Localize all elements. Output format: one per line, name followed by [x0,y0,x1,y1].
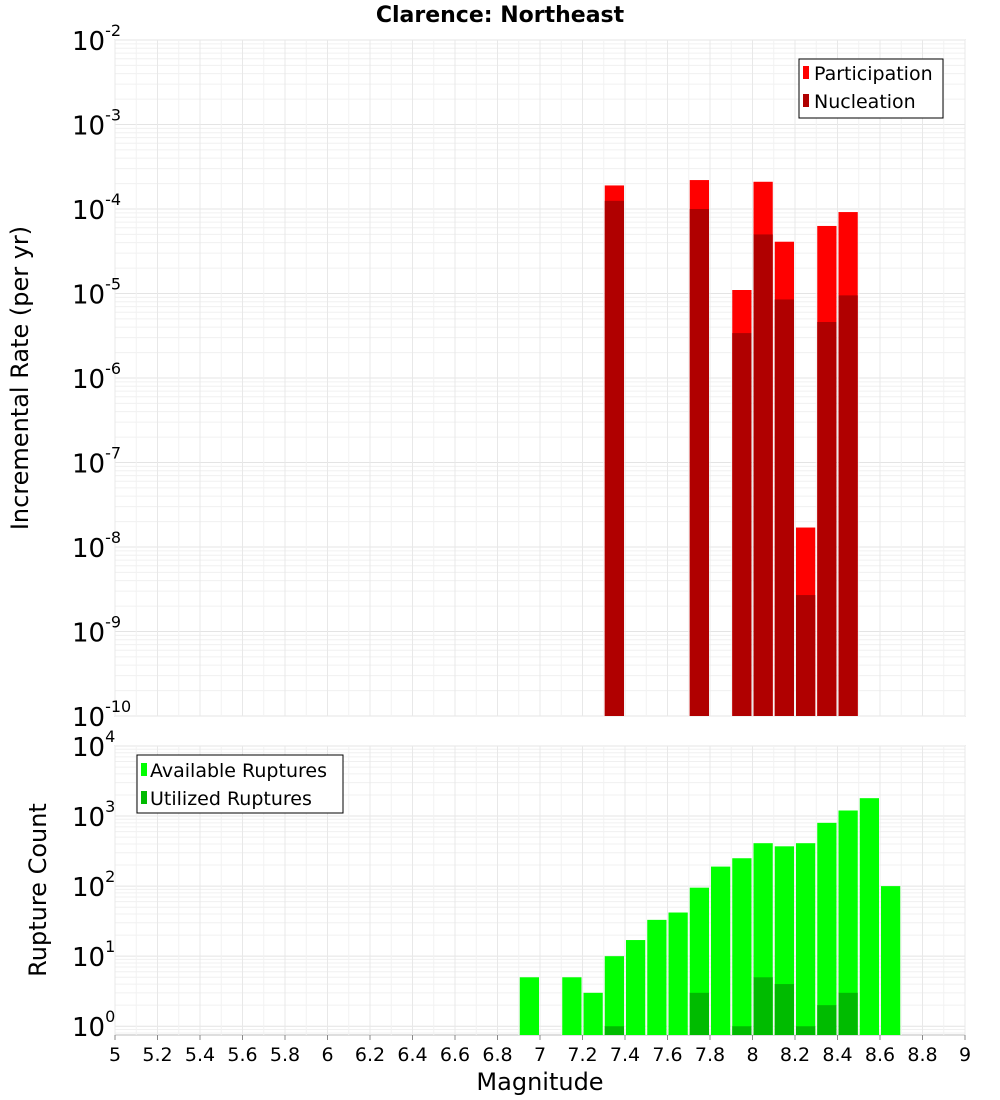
top-bar-nucleation [838,295,858,716]
x-tick-label: 5.6 [227,1044,257,1066]
x-tick-label: 8.8 [907,1044,937,1066]
x-tick-label: 8.2 [780,1044,810,1066]
top-bar-nucleation [732,333,752,716]
bottom-bar-available-ruptures [562,977,582,1035]
x-tick-label: 8.6 [865,1044,895,1066]
bottom-bar-available-ruptures [604,956,624,1035]
bottom-bar-utilized-ruptures [604,1026,624,1035]
bottom-bar-available-ruptures [732,858,752,1035]
bottom-bar-available-ruptures [859,798,879,1035]
top-y-tick-label: 10-4 [72,190,121,226]
x-tick-label: 8.4 [822,1044,852,1066]
bottom-bar-utilized-ruptures [838,992,858,1035]
bottom-bar-available-ruptures [817,822,837,1035]
x-tick-label: 7.4 [610,1044,640,1066]
bottom-bar-utilized-ruptures [774,984,794,1035]
x-tick-label: 7.2 [567,1044,597,1066]
bottom-bar-available-ruptures [626,940,646,1035]
bottom-bar-utilized-ruptures [732,1026,752,1035]
top-y-tick-label: 10-8 [72,528,121,564]
x-tick-label: 5.2 [142,1044,172,1066]
top-legend: Participation Nucleation [798,58,944,119]
top-y-ticks: 10-10 10-9 10-8 10-7 10-6 10-5 10-4 10-3 10-2 [72,21,131,733]
top-y-axis-label: Incremental Rate (per yr) [6,226,34,530]
x-tick-label: 6.8 [482,1044,512,1066]
top-y-tick-label: 10-2 [72,21,121,57]
x-tick-label: 6.2 [355,1044,385,1066]
top-y-tick-label: 10-10 [72,697,131,733]
x-tick-label: 8 [746,1044,758,1066]
bottom-y-axis-label: Rupture Count [24,803,52,977]
bottom-bar-utilized-ruptures [817,1005,837,1035]
x-axis-label: Magnitude [476,1068,603,1096]
x-tick-label: 7.6 [652,1044,682,1066]
bottom-legend: Available Ruptures Utilized Ruptures [136,754,344,814]
x-tick-label: 6.4 [397,1044,427,1066]
bottom-bar-available-ruptures [796,843,816,1035]
available-legend-swatch [141,763,147,776]
top-bar-nucleation [689,209,709,716]
bottom-bar-utilized-ruptures [689,992,709,1035]
top-bar-nucleation [774,299,794,716]
x-tick-label: 9 [959,1044,971,1066]
bottom-legend-box [136,754,344,814]
top-y-tick-label: 10-5 [72,275,121,311]
bottom-bar-utilized-ruptures [796,1026,816,1035]
bottom-bar-available-ruptures [881,886,901,1035]
top-y-tick-label: 10-6 [72,359,121,395]
bottom-bar-available-ruptures [838,810,858,1035]
bottom-y-tick-label: 103 [72,797,115,833]
x-tick-label: 7.8 [695,1044,725,1066]
bottom-bar-available-ruptures [668,912,688,1035]
top-y-tick-label: 10-7 [72,444,121,480]
participation-legend-swatch [803,66,809,79]
x-tick-label: 5.8 [270,1044,300,1066]
top-legend-box [798,58,944,119]
available-legend-label: Available Ruptures [150,760,327,782]
chart-title: Clarence: Northeast [376,3,625,28]
bottom-y-ticks: 100 101 102 103 104 [72,727,115,1043]
top-bar-nucleation [753,234,773,717]
bottom-bar-available-ruptures [583,992,603,1035]
bottom-y-tick-label: 104 [72,727,115,763]
x-tick-label: 5.4 [185,1044,215,1066]
bottom-bar-available-ruptures [647,919,667,1035]
bottom-bar-available-ruptures [519,977,539,1035]
top-gridlines [114,39,966,717]
participation-legend-label: Participation [814,63,933,85]
x-tick-label: 6 [321,1044,333,1066]
x-tick-label: 7 [534,1044,546,1066]
top-bar-nucleation [817,321,837,716]
bottom-bar-available-ruptures [711,866,731,1035]
bottom-y-tick-label: 101 [72,937,115,973]
top-bars [604,180,858,717]
x-tick-label: 5 [109,1044,121,1066]
top-y-tick-label: 10-3 [72,106,121,142]
bottom-bars [519,798,901,1035]
nucleation-legend-swatch [803,94,809,107]
bottom-y-tick-label: 102 [72,867,115,903]
utilized-legend-swatch [141,791,147,804]
x-tick-label: 6.6 [440,1044,470,1066]
bottom-bar-utilized-ruptures [753,977,773,1035]
nucleation-legend-label: Nucleation [814,91,916,113]
top-bar-nucleation [796,595,816,716]
top-y-tick-label: 10-9 [72,613,121,649]
bottom-y-tick-label: 100 [72,1007,115,1043]
top-bar-nucleation [604,200,624,717]
x-ticks: 5 5.2 5.4 5.6 5.8 6 6.2 6.4 6.6 6.8 7 7.2 7.4 7.6 7.8 8… [109,1035,971,1066]
utilized-legend-label: Utilized Ruptures [150,788,312,810]
